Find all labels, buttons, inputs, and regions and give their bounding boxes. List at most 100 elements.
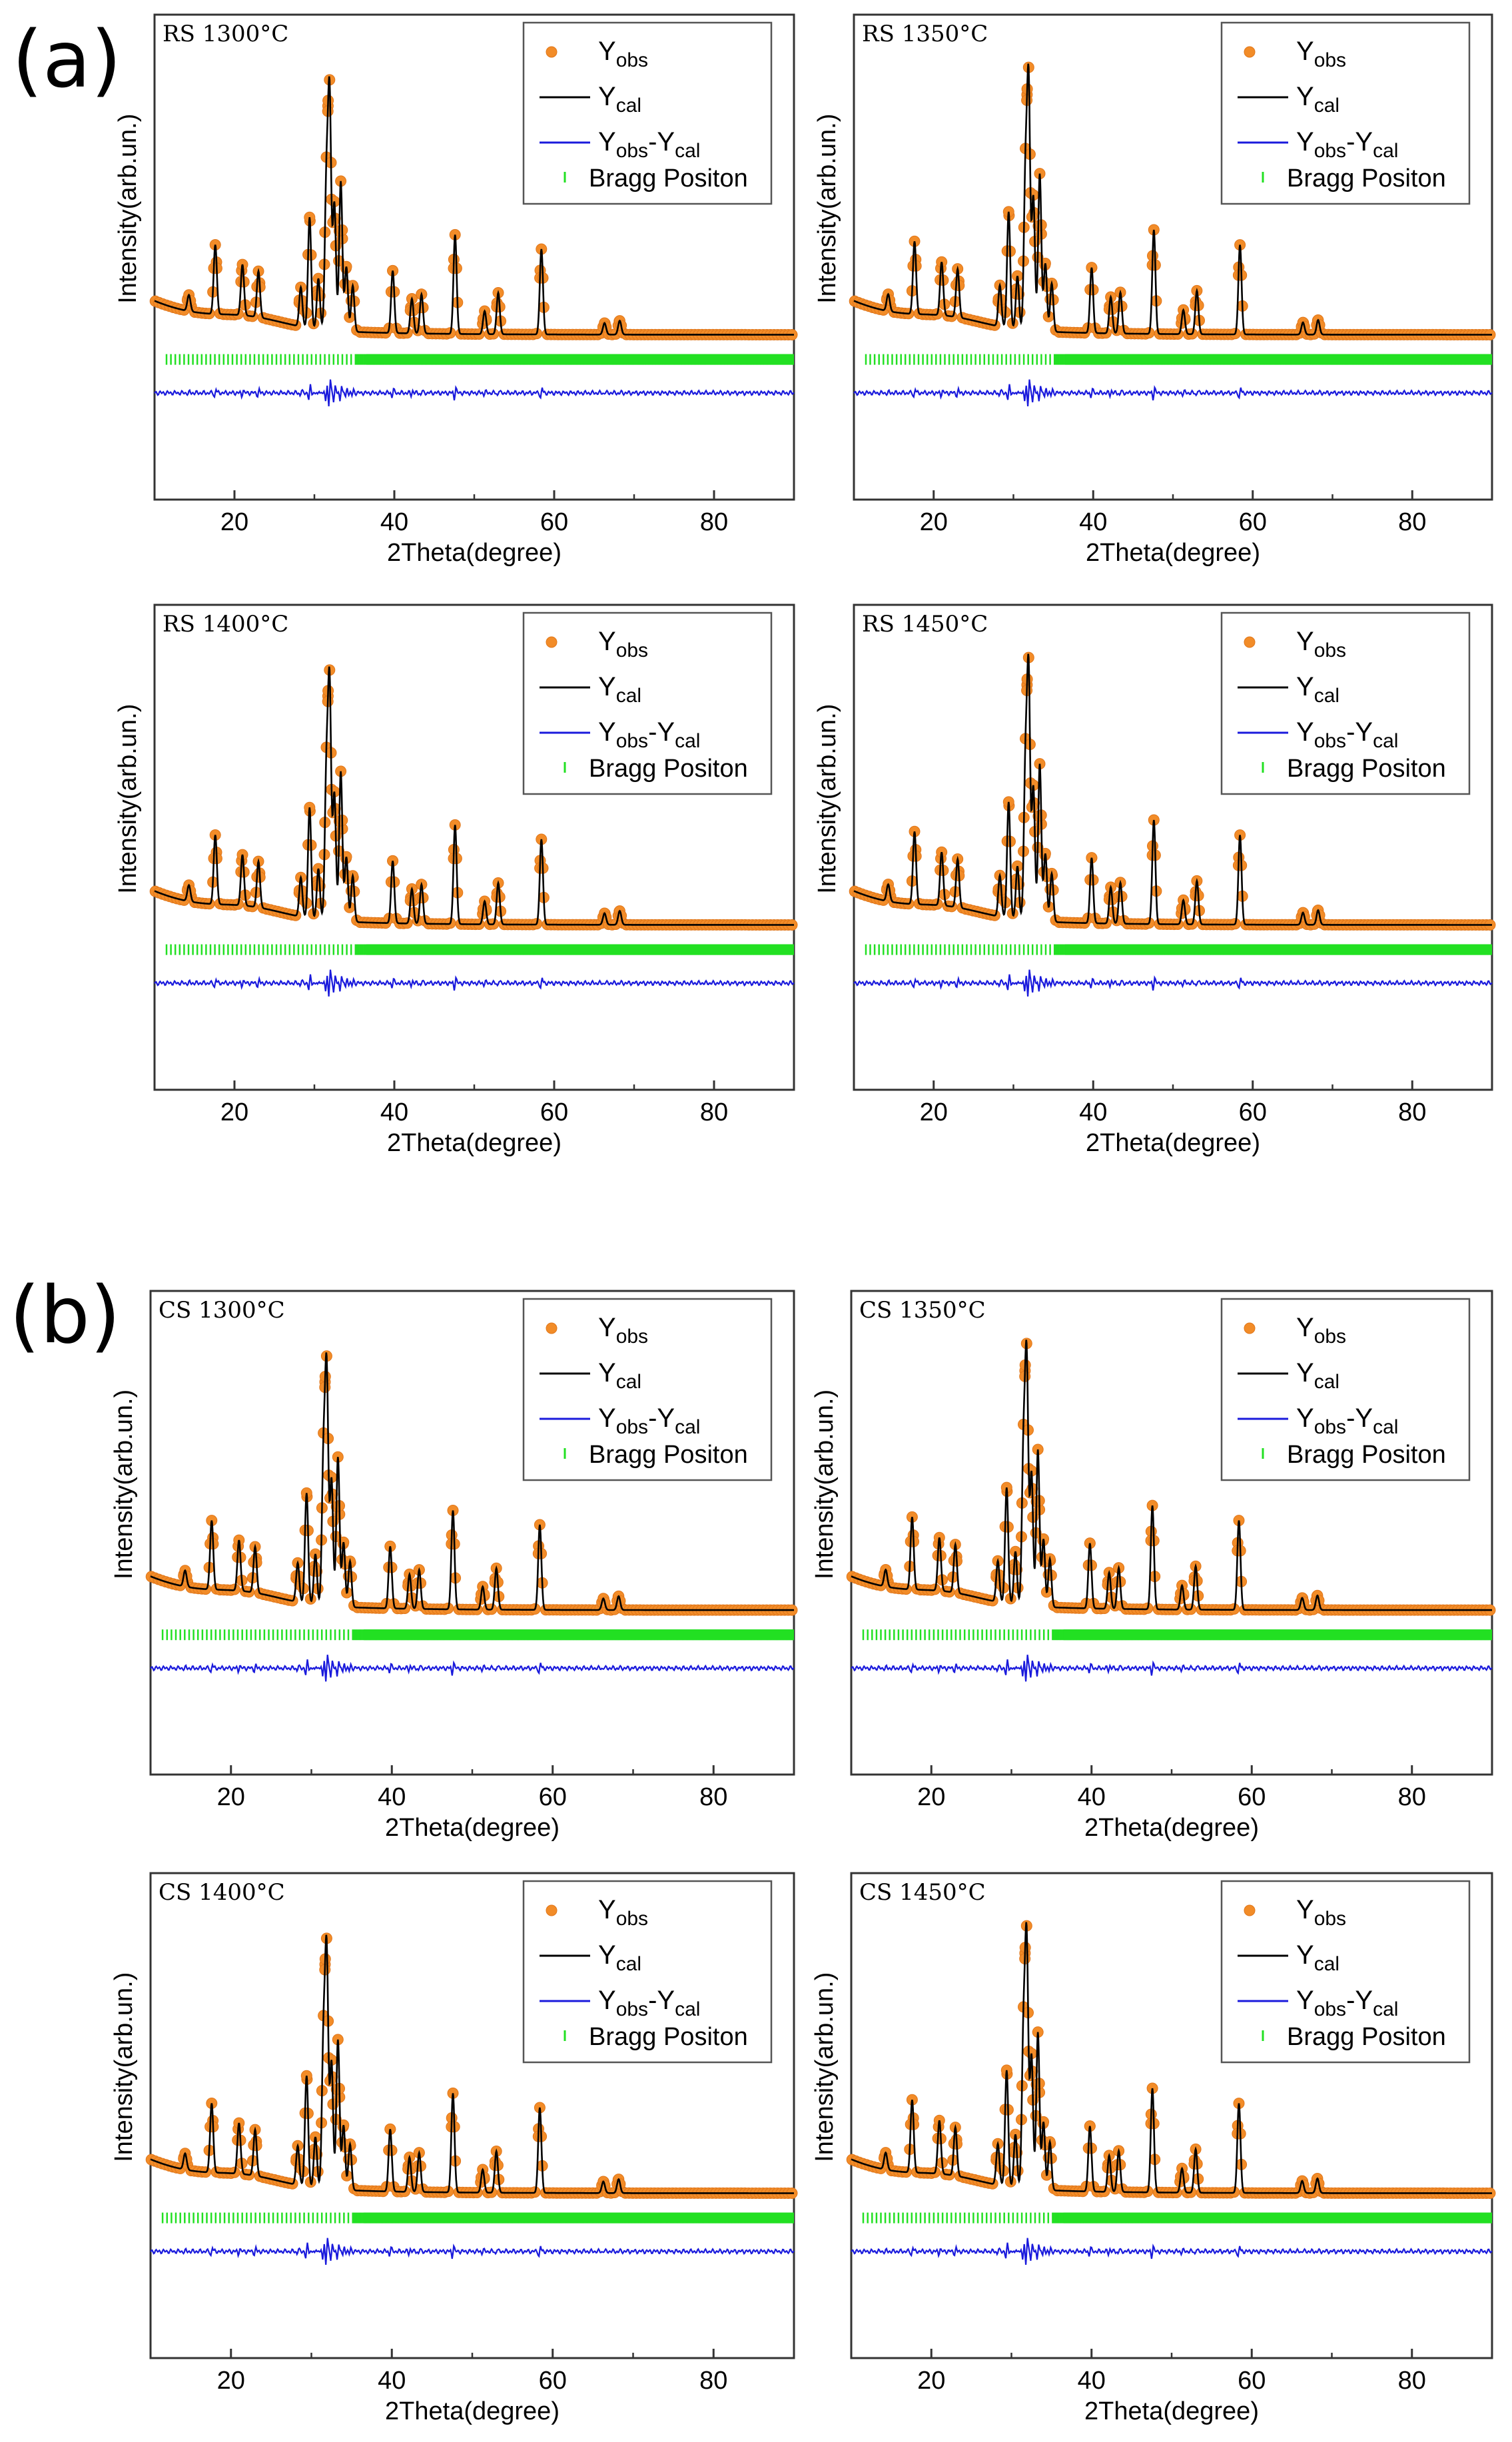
x-tick-label: 20 xyxy=(220,1098,248,1126)
legend-diff-sub2: cal xyxy=(675,1416,700,1438)
panel-title: CS 1450°C xyxy=(859,1879,986,1906)
legend-diff-mid: -Y xyxy=(648,1404,675,1433)
legend-diff-sub2: cal xyxy=(675,1998,700,2020)
legend-cal-main: Y xyxy=(1296,1358,1314,1388)
legend-bragg-label: Bragg Positon xyxy=(1287,1441,1446,1469)
series-bragg xyxy=(161,2212,794,2224)
legend-diff-label: Yobs-Ycal xyxy=(598,1986,700,2020)
legend-obs-main: Y xyxy=(598,627,616,656)
chart-panel-3: RS 1400°C 20 40 60 80 2Theta(degree) Intensity… xyxy=(114,604,798,1157)
legend-diff-main: Y xyxy=(1296,717,1314,747)
legend-bragg-label: Bragg Positon xyxy=(589,165,748,193)
legend-diff-sub1: obs xyxy=(1314,1416,1346,1438)
series-ydiff xyxy=(150,1655,795,1682)
series-ydiff xyxy=(853,969,1493,997)
legend-diff-sub1: obs xyxy=(616,1998,648,2020)
chart-panel-6: CS 1350°C 20 40 60 80 2Theta(degree) Intensity… xyxy=(811,1290,1496,1842)
legend-obs-label: Yobs xyxy=(598,37,648,71)
legend-diff-main: Y xyxy=(1296,127,1314,157)
y-axis-label: Intensity(arb.un.) xyxy=(114,114,142,304)
panel-title: CS 1300°C xyxy=(159,1297,285,1324)
x-tick-label: 40 xyxy=(1079,508,1107,536)
series-ycal xyxy=(154,76,794,336)
panel-title: RS 1300°C xyxy=(163,21,288,47)
legend-diff-sub2: cal xyxy=(1373,730,1398,752)
bragg-band xyxy=(364,1629,794,1641)
legend-cal-label: Ycal xyxy=(1296,672,1339,707)
legend-diff-main: Y xyxy=(598,1986,616,2015)
x-axis-label: 2Theta(degree) xyxy=(1086,1129,1260,1157)
legend-diff-label: Yobs-Ycal xyxy=(1296,717,1398,752)
legend-obs-main: Y xyxy=(598,1313,616,1342)
x-tick-label: 20 xyxy=(220,508,248,536)
x-tick-label: 80 xyxy=(700,508,728,536)
legend-obs-marker xyxy=(1244,46,1256,58)
legend-obs-marker xyxy=(546,46,558,58)
x-tick-label: 40 xyxy=(1079,1098,1107,1126)
x-tick-label: 80 xyxy=(1398,1783,1426,1811)
series-bragg xyxy=(865,354,1492,365)
legend-diff-sub1: obs xyxy=(1314,140,1346,162)
x-tick-label: 40 xyxy=(1078,1783,1106,1811)
legend-diff-mid: -Y xyxy=(648,127,675,157)
x-tick-label: 60 xyxy=(540,1098,568,1126)
legend-diff-sub2: cal xyxy=(675,140,700,162)
y-axis-label: Intensity(arb.un.) xyxy=(110,1390,138,1579)
legend-diff-sub2: cal xyxy=(675,730,700,752)
legend-cal-sub: cal xyxy=(1314,685,1339,707)
bragg-band xyxy=(366,944,794,955)
legend-obs-label: Yobs xyxy=(1296,627,1346,661)
series-ydiff xyxy=(853,379,1493,406)
legend-diff-main: Y xyxy=(1296,1404,1314,1433)
legend-obs-main: Y xyxy=(1296,1313,1314,1342)
x-tick-label: 20 xyxy=(917,1783,945,1811)
x-axis-label: 2Theta(degree) xyxy=(1084,1814,1259,1842)
legend-bragg-label: Bragg Positon xyxy=(589,1441,748,1469)
x-tick-label: 60 xyxy=(539,1783,567,1811)
series-bragg xyxy=(165,944,794,955)
panel-title: RS 1450°C xyxy=(862,611,988,637)
legend-cal-main: Y xyxy=(1296,82,1314,111)
legend-obs-label: Yobs xyxy=(1296,37,1346,71)
legend-obs-marker xyxy=(546,636,558,648)
panel-label-a: (a) xyxy=(12,13,122,105)
series-ydiff xyxy=(154,379,795,406)
legend-diff-mid: -Y xyxy=(1346,1404,1373,1433)
x-axis-label: 2Theta(degree) xyxy=(1086,539,1260,567)
x-tick-label: 60 xyxy=(1238,1783,1266,1811)
legend-obs-label: Yobs xyxy=(598,1895,648,1930)
y-axis-label: Intensity(arb.un.) xyxy=(813,704,841,894)
legend-cal-label: Ycal xyxy=(1296,82,1339,117)
legend-obs-sub: obs xyxy=(616,49,648,71)
series-ydiff xyxy=(150,2238,795,2265)
legend-obs-sub: obs xyxy=(616,1326,648,1348)
bragg-band xyxy=(366,354,794,365)
legend-diff-label: Yobs-Ycal xyxy=(598,1404,700,1438)
legend-obs-sub: obs xyxy=(1314,49,1346,71)
series-ydiff xyxy=(851,1655,1493,1682)
series-bragg xyxy=(165,354,794,365)
legend-obs-label: Yobs xyxy=(1296,1313,1346,1348)
chart-panel-2: RS 1350°C 20 40 60 80 2Theta(degree) Intensity… xyxy=(813,13,1496,567)
legend-cal-main: Y xyxy=(1296,672,1314,701)
panel-title: CS 1350°C xyxy=(859,1297,986,1324)
x-axis-label: 2Theta(degree) xyxy=(387,1129,562,1157)
series-bragg xyxy=(865,944,1492,955)
series-bragg xyxy=(862,1629,1492,1641)
legend-diff-mid: -Y xyxy=(1346,127,1373,157)
x-tick-label: 20 xyxy=(217,1783,245,1811)
legend-obs-main: Y xyxy=(1296,37,1314,66)
legend-bragg-label: Bragg Positon xyxy=(1287,755,1446,783)
legend-obs-sub: obs xyxy=(616,1908,648,1930)
legend-diff-label: Yobs-Ycal xyxy=(1296,127,1398,162)
legend-cal-sub: cal xyxy=(616,1953,641,1975)
x-tick-label: 20 xyxy=(217,2367,245,2395)
legend-diff-main: Y xyxy=(598,717,616,747)
series-bragg xyxy=(862,2212,1492,2224)
legend-obs-marker xyxy=(546,1904,558,1916)
x-tick-label: 60 xyxy=(540,508,568,536)
x-tick-label: 80 xyxy=(1398,1098,1426,1126)
x-tick-label: 60 xyxy=(1239,508,1267,536)
